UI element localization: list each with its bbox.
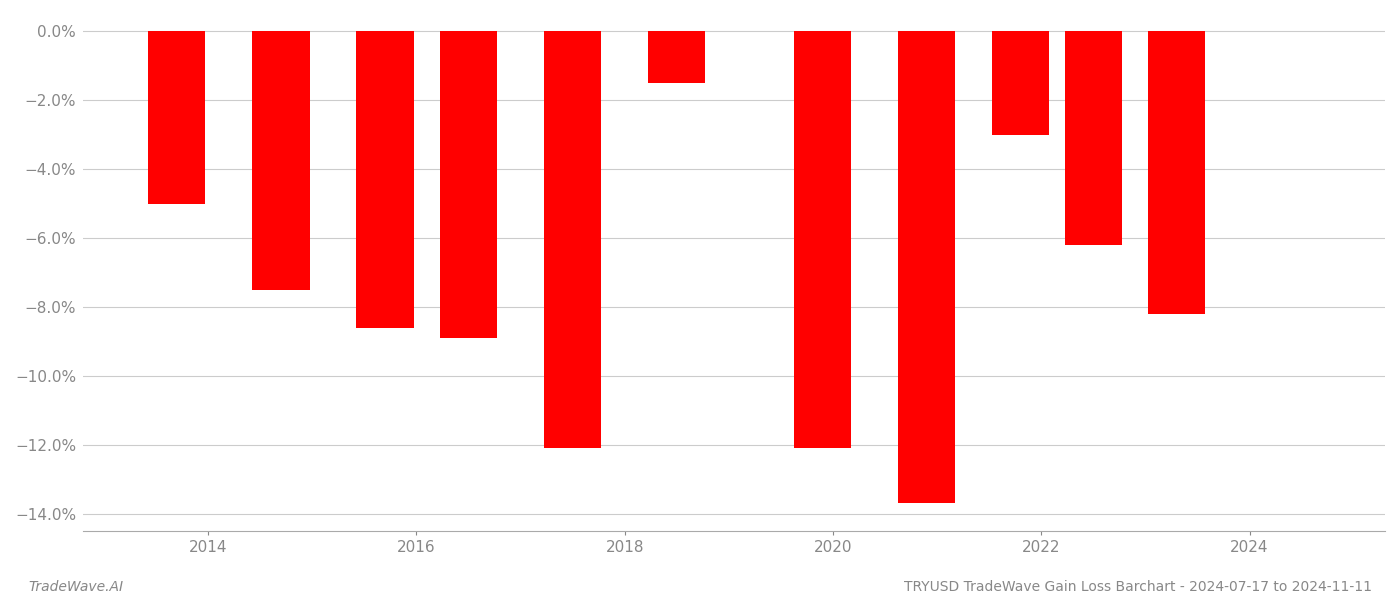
Bar <box>357 31 414 328</box>
Bar <box>897 31 955 503</box>
Bar <box>545 31 601 448</box>
Bar <box>991 31 1049 135</box>
Text: TradeWave.AI: TradeWave.AI <box>28 580 123 594</box>
Text: TRYUSD TradeWave Gain Loss Barchart - 2024-07-17 to 2024-11-11: TRYUSD TradeWave Gain Loss Barchart - 20… <box>904 580 1372 594</box>
Bar <box>1065 31 1121 245</box>
Bar <box>148 31 206 203</box>
Bar <box>252 31 309 290</box>
Bar <box>440 31 497 338</box>
Bar <box>1148 31 1205 314</box>
Bar <box>794 31 851 448</box>
Bar <box>648 31 706 83</box>
